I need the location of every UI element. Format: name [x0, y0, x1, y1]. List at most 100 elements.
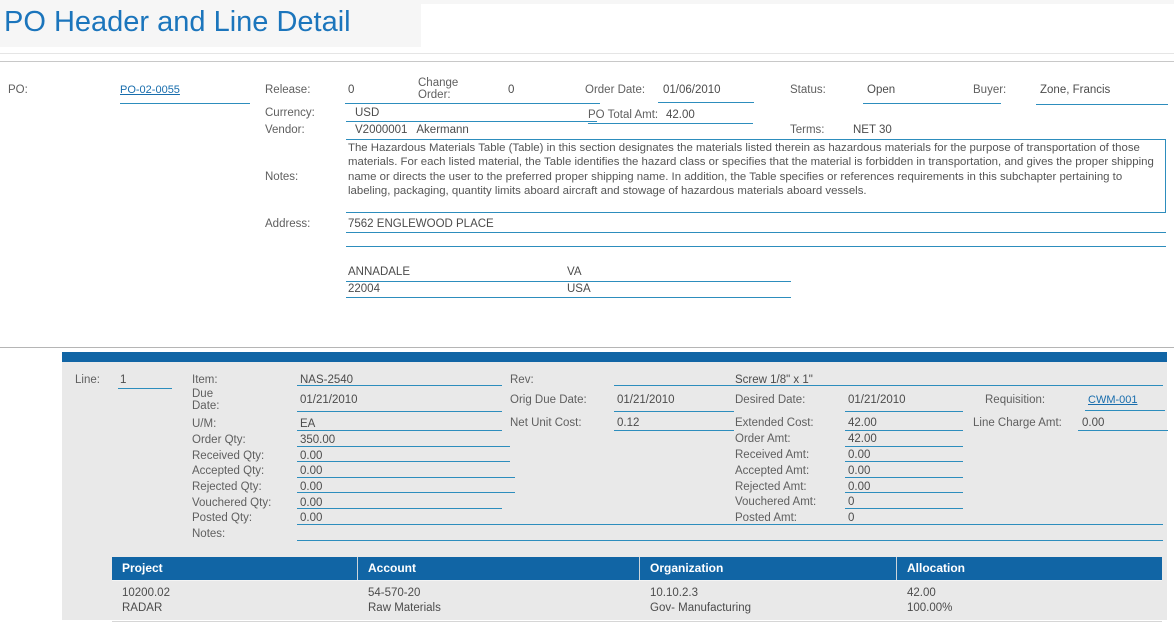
po-total-amt-underline — [588, 123, 753, 124]
release-value: 0 — [348, 84, 355, 96]
address-city-value: ANNADALE — [348, 266, 410, 278]
item-value: NAS-2540 — [300, 374, 354, 386]
column-header-account: Account — [358, 557, 640, 580]
posted-amt-label: Posted Amt: — [735, 512, 798, 524]
address-zip-value: 22004 — [348, 283, 380, 295]
notes-text: The Hazardous Materials Table (Table) in… — [348, 142, 1154, 198]
accepted-amt-label: Accepted Amt: — [735, 465, 810, 477]
line-label: Line: — [75, 374, 100, 386]
rev-label: Rev: — [510, 374, 534, 386]
posted-amt-value: 0 — [848, 512, 855, 524]
net-unit-cost-underline — [614, 430, 734, 431]
address-line1-underline — [346, 232, 1166, 233]
header-divider-top — [0, 53, 1174, 54]
line-notes-underline — [297, 540, 1163, 541]
line-charge-amt-label: Line Charge Amt: — [973, 417, 1062, 429]
address-line2-underline — [346, 246, 1166, 247]
item-label: Item: — [192, 374, 218, 386]
allocation-table: Project Account Organization Allocation … — [112, 557, 1162, 622]
accepted-amt-underline — [845, 477, 963, 478]
release-label: Release: — [265, 84, 311, 96]
currency-label: Currency: — [265, 107, 315, 119]
order-date-value: 01/06/2010 — [663, 84, 721, 96]
allocation-percent: 100.00% — [907, 602, 953, 614]
rev-underline — [614, 385, 734, 386]
requisition-underline — [1085, 410, 1165, 411]
buyer-label: Buyer: — [973, 84, 1007, 96]
order-qty-label: Order Qty: — [192, 434, 246, 446]
received-qty-value: 0.00 — [300, 450, 323, 462]
line-notes-label: Notes: — [192, 528, 226, 540]
top-strip — [0, 0, 1174, 4]
address-country-underline — [565, 297, 791, 298]
due-date-underline — [297, 411, 502, 412]
order-amt-value: 42.00 — [848, 433, 877, 445]
accepted-qty-value: 0.00 — [300, 465, 323, 477]
account-name: Raw Materials — [368, 602, 441, 614]
order-date-underline — [658, 102, 754, 103]
line-section-bar — [62, 352, 1167, 362]
order-amt-label: Order Amt: — [735, 433, 791, 445]
po-label: PO: — [8, 84, 28, 96]
net-unit-cost-value: 0.12 — [617, 417, 640, 429]
change-order-label-line1: Change — [418, 77, 459, 89]
posted-qty-label: Posted Qty: — [192, 512, 253, 524]
extended-cost-label: Extended Cost: — [735, 417, 814, 429]
received-amt-value: 0.00 — [848, 449, 871, 461]
title-background — [0, 0, 421, 47]
project-cell: 10200.02 RADAR — [112, 586, 358, 616]
due-date-label-line2: Date: — [192, 400, 220, 412]
organization-cell: 10.10.2.3 Gov- Manufacturing — [640, 586, 897, 616]
change-order-label-line2: Order: — [418, 89, 451, 101]
buyer-value: Zone, Francis — [1040, 84, 1111, 96]
column-header-project: Project — [112, 557, 358, 580]
vendor-value: V2000001 Akermann — [355, 124, 469, 136]
line-charge-amt-value: 0.00 — [1082, 417, 1105, 429]
line-charge-amt-underline — [1078, 430, 1168, 431]
address-zip-underline — [346, 297, 574, 298]
order-qty-underline — [297, 446, 510, 447]
allocation-cell: 42.00 100.00% — [897, 586, 1162, 616]
project-name: RADAR — [122, 602, 163, 614]
accepted-qty-underline — [297, 477, 515, 478]
rejected-amt-value: 0.00 — [848, 481, 871, 493]
requisition-link[interactable]: CWM-001 — [1088, 394, 1138, 406]
desired-date-value: 01/21/2010 — [848, 394, 906, 406]
posted-qty-value: 0.00 — [300, 512, 323, 524]
address-state-underline — [565, 281, 791, 282]
item-description-underline — [733, 385, 1163, 386]
change-order-value: 0 — [508, 84, 515, 96]
po-number-link[interactable]: PO-02-0055 — [120, 84, 180, 96]
section-divider — [0, 347, 1174, 348]
order-qty-value: 350.00 — [300, 434, 336, 446]
received-qty-label: Received Qty: — [192, 450, 265, 462]
currency-value: USD — [355, 107, 380, 119]
rejected-qty-value: 0.00 — [300, 481, 323, 493]
requisition-label: Requisition: — [985, 394, 1046, 406]
orig-due-date-underline — [614, 411, 734, 412]
column-header-organization: Organization — [640, 557, 897, 580]
vouchered-qty-value: 0.00 — [300, 497, 323, 509]
vouchered-amt-value: 0 — [848, 496, 855, 508]
accepted-qty-label: Accepted Qty: — [192, 465, 265, 477]
column-header-allocation: Allocation — [907, 561, 966, 575]
page-title: PO Header and Line Detail — [4, 6, 351, 38]
received-amt-label: Received Amt: — [735, 449, 810, 461]
status-value: Open — [867, 84, 896, 96]
address-state-value: VA — [567, 266, 582, 278]
address-country-value: USA — [567, 283, 591, 295]
table-row: 10200.02 RADAR 54-570-20 Raw Materials 1… — [112, 580, 1162, 622]
notes-field: The Hazardous Materials Table (Table) in… — [346, 139, 1166, 213]
account-id: 54-570-20 — [368, 587, 421, 599]
vendor-label: Vendor: — [265, 124, 305, 136]
rejected-amt-label: Rejected Amt: — [735, 481, 807, 493]
address-line1-value: 7562 ENGLEWOOD PLACE — [348, 218, 494, 230]
header-divider-bottom — [0, 61, 1174, 62]
terms-label: Terms: — [790, 124, 825, 136]
accepted-amt-value: 0.00 — [848, 465, 871, 477]
vouchered-amt-underline — [845, 508, 963, 509]
net-unit-cost-label: Net Unit Cost: — [510, 417, 582, 429]
received-amt-underline — [845, 461, 963, 462]
organization-name: Gov- Manufacturing — [650, 602, 751, 614]
